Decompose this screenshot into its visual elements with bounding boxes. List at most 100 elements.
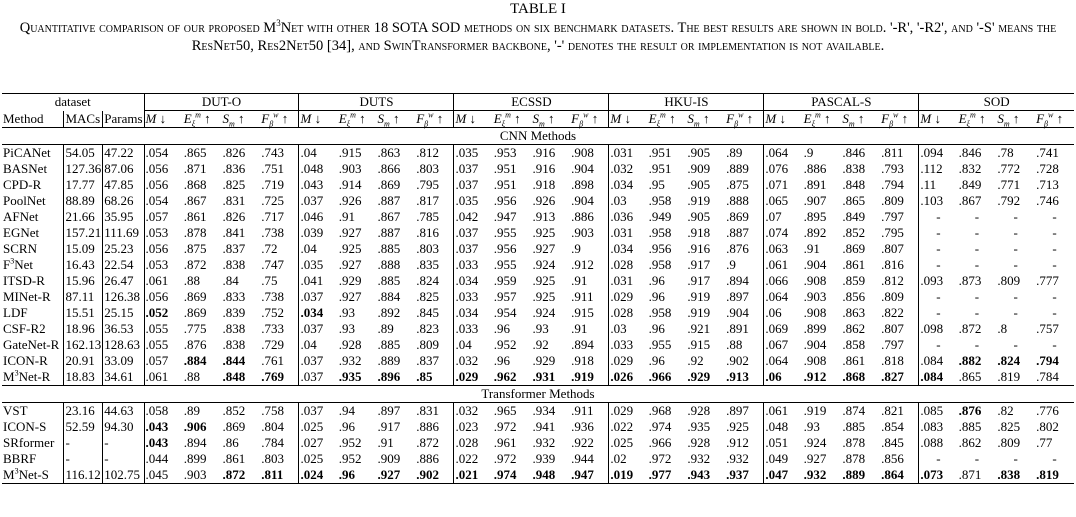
method-name-cell: PiCANet bbox=[2, 144, 65, 161]
metric-value-cell: .852 bbox=[222, 403, 246, 418]
metric-value-cell: .057 bbox=[143, 209, 183, 225]
metric-value-cell: .919 bbox=[803, 403, 827, 418]
metric-value-cell: - bbox=[918, 209, 958, 225]
metric-value-cell: .89 bbox=[726, 145, 743, 160]
macs-cell: 127.36 bbox=[63, 161, 104, 177]
params-cell: - bbox=[104, 451, 109, 466]
metric-value-cell: .919 bbox=[687, 289, 711, 304]
metric-value-cell: .713 bbox=[1036, 177, 1059, 192]
table-row: GateNet-R 162.13 128.63.055.876 .838 .729 .04… bbox=[2, 337, 1074, 353]
metric-value-cell: .905 bbox=[687, 145, 711, 160]
metric-value-cell: .807 bbox=[881, 241, 904, 256]
method-name-cell: ICON-R bbox=[2, 353, 65, 369]
metric-value-cell: .972 bbox=[648, 451, 672, 466]
metric-value-cell: .913 bbox=[726, 369, 749, 384]
metric-header-cell: Eξm ↑ bbox=[802, 110, 842, 128]
params-cell: 87.06 bbox=[104, 161, 134, 176]
metric-value-cell: .838 bbox=[222, 257, 246, 272]
metric-value-cell: .777 bbox=[1036, 273, 1059, 288]
metric-value-cell: .874 bbox=[842, 403, 866, 418]
metric-value-cell: .904 bbox=[803, 337, 827, 352]
metric-value-cell: .056 bbox=[143, 161, 183, 177]
metric-value-cell: .872 bbox=[416, 435, 439, 450]
macs-cell: 15.09 bbox=[63, 241, 104, 257]
metric-value-cell: .757 bbox=[1036, 321, 1059, 336]
metric-value-cell: .918 bbox=[532, 177, 556, 192]
metric-value-cell: .922 bbox=[571, 435, 594, 450]
dataset-name-hku-is: HKU-IS bbox=[608, 93, 764, 111]
metric-value-cell: .864 bbox=[880, 467, 919, 484]
metric-value-cell: .094 bbox=[918, 144, 958, 161]
metric-value-cell: .887 bbox=[726, 225, 749, 240]
metric-value-cell: .034 bbox=[608, 241, 648, 257]
metric-value-cell: .022 bbox=[453, 451, 493, 467]
metric-value-cell: .867 bbox=[183, 193, 207, 208]
metric-value-cell: .919 bbox=[571, 369, 594, 384]
metric-header-cell: M ↓ bbox=[453, 110, 493, 128]
metric-value-cell: .968 bbox=[648, 403, 672, 418]
metric-value-cell: .892 bbox=[803, 225, 827, 240]
dataset-name-pascal-s: PASCAL-S bbox=[763, 93, 919, 111]
metric-value-cell: - bbox=[918, 289, 958, 305]
metric-value-cell: .89 bbox=[183, 403, 200, 418]
table-row: VST 23.16 44.63 .058.89 .852 .758 .037.94 .897.… bbox=[2, 402, 1074, 419]
metric-header-cell: Fβw ↑ bbox=[725, 110, 764, 128]
metric-value-cell: .887 bbox=[377, 225, 401, 240]
metric-value-cell: .037 bbox=[298, 402, 338, 419]
metric-value-cell: .861 bbox=[183, 209, 207, 224]
metric-value-cell: - bbox=[974, 337, 980, 352]
dataset-name-dut-o: DUT-O bbox=[143, 93, 299, 111]
metric-value-cell: .039 bbox=[298, 225, 338, 241]
metric-value-cell: .906 bbox=[183, 419, 207, 434]
metric-value-cell: .93 bbox=[338, 305, 355, 320]
metric-value-cell: .037 bbox=[453, 177, 493, 193]
metric-value-cell: .886 bbox=[416, 419, 439, 434]
metric-value-cell: .784 bbox=[1036, 369, 1059, 384]
metric-value-cell: .831 bbox=[222, 193, 246, 208]
metric-value-cell: .826 bbox=[222, 209, 246, 224]
macs-cell: 18.83 bbox=[63, 369, 104, 386]
metric-value-cell: .928 bbox=[687, 435, 711, 450]
metric-value-cell: .809 bbox=[416, 337, 439, 352]
metric-value-cell: .872 bbox=[183, 257, 207, 272]
metric-value-cell: .055 bbox=[143, 337, 183, 353]
metric-value-cell: .951 bbox=[648, 145, 672, 160]
metric-value-cell: .929 bbox=[532, 353, 556, 368]
metric-value-cell: .029 bbox=[453, 369, 493, 386]
table-row: F3Net 16.43 22.54 .053.872 .838 .747 .035.927.… bbox=[2, 257, 1074, 273]
metric-value-cell: .841 bbox=[222, 225, 246, 240]
metric-header-cell: Fβw ↑ bbox=[260, 110, 299, 128]
table-row: ICON-R 20.91 33.09 .057.884 .844 .761 .037.932… bbox=[2, 353, 1074, 369]
metric-value-cell: .915 bbox=[571, 305, 594, 320]
metric-value-cell: .835 bbox=[416, 257, 439, 272]
metric-value-cell: .903 bbox=[803, 289, 827, 304]
metric-value-cell: .838 bbox=[842, 161, 866, 176]
macs-header-cell: MACs bbox=[63, 110, 104, 128]
metric-value-cell: - bbox=[918, 337, 958, 353]
metric-value-cell: .811 bbox=[260, 467, 299, 484]
metric-value-cell: .958 bbox=[648, 257, 672, 272]
metric-value-cell: .919 bbox=[687, 193, 711, 208]
metric-value-cell: .826 bbox=[222, 145, 246, 160]
metric-value-cell: .972 bbox=[493, 451, 517, 466]
params-cell: 94.30 bbox=[104, 419, 134, 434]
table-row: CSF-R2 18.96 36.53.055.775.838.733.037.93.… bbox=[2, 321, 1074, 337]
metric-value-cell: .803 bbox=[261, 451, 284, 466]
method-name-cell: GateNet-R bbox=[2, 337, 65, 353]
metric-value-cell: .776 bbox=[1036, 403, 1059, 418]
metric-value-cell: .921 bbox=[687, 321, 711, 336]
metric-value-cell: .747 bbox=[261, 257, 284, 272]
metric-value-cell: .046 bbox=[298, 209, 338, 225]
metric-value-cell: .844 bbox=[222, 353, 246, 368]
macs-cell: 162.13 bbox=[63, 337, 104, 353]
metric-value-cell: .904 bbox=[803, 257, 827, 272]
metric-value-cell: .929 bbox=[687, 369, 711, 384]
macs-cell: 15.96 bbox=[63, 273, 104, 289]
metric-value-cell: .903 bbox=[182, 467, 222, 484]
table-row: CPD-R 17.77 47.85 .056.868 .825 .719 .043.914.… bbox=[2, 177, 1074, 193]
metric-value-cell: .927 bbox=[532, 241, 556, 256]
table-row: EGNet 157.21 111.69.053.878.841.738.039.92… bbox=[2, 225, 1074, 241]
metric-value-cell: .944 bbox=[571, 451, 594, 466]
metric-value-cell: .043 bbox=[298, 177, 338, 193]
